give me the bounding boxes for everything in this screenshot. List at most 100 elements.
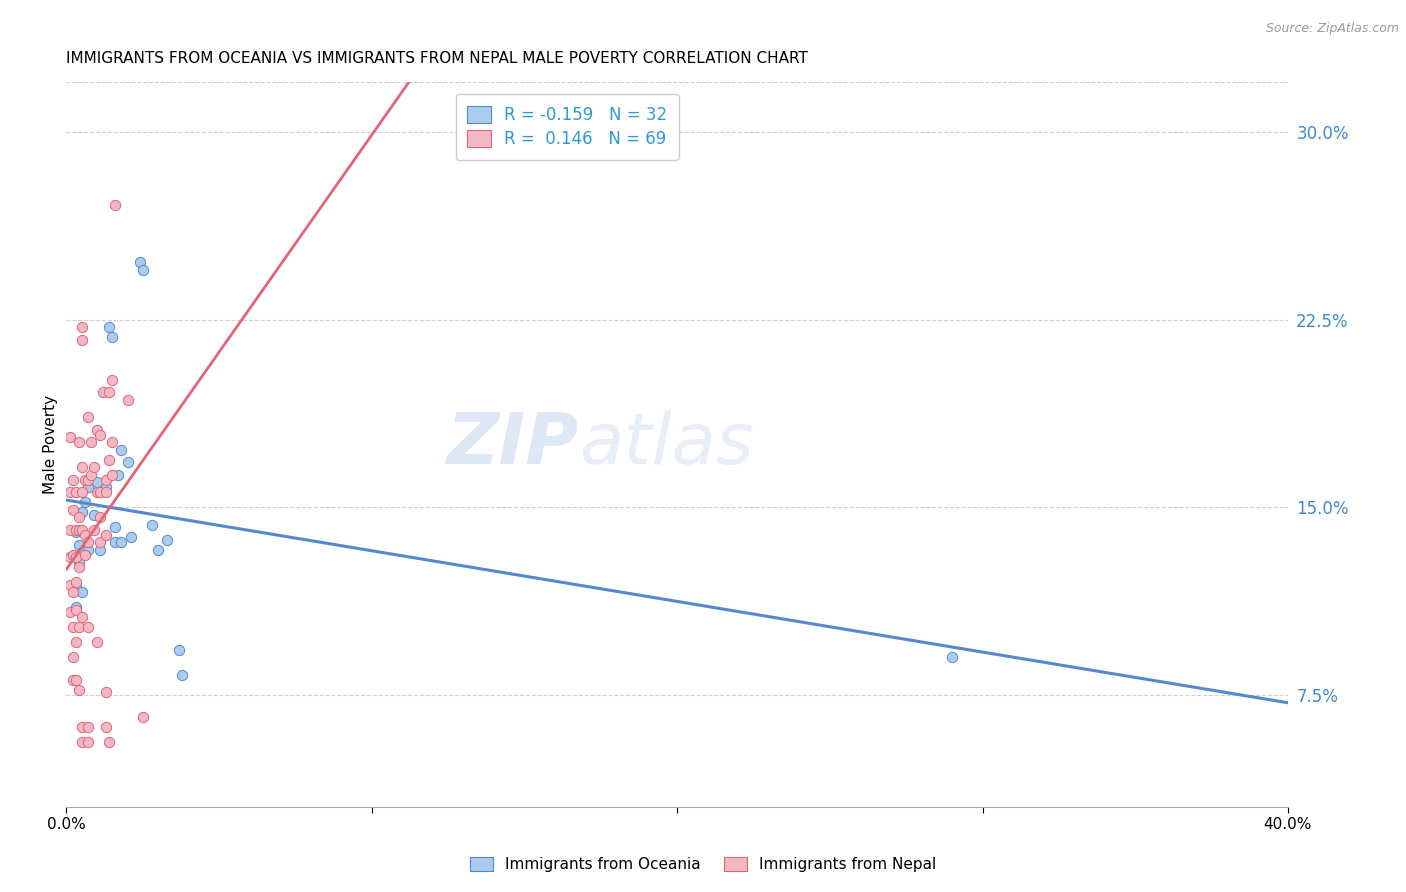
Point <box>58 577 80 591</box>
Point <box>76 410 98 425</box>
Point <box>73 473 96 487</box>
Point <box>83 508 105 522</box>
Point <box>101 467 124 482</box>
Point <box>58 605 80 619</box>
Point <box>67 682 90 697</box>
Point <box>89 535 111 549</box>
Text: atlas: atlas <box>579 410 754 479</box>
Point <box>70 585 93 599</box>
Point <box>70 720 93 734</box>
Point <box>101 330 124 344</box>
Point <box>70 320 93 334</box>
Point <box>65 574 87 589</box>
Point <box>98 385 121 400</box>
Point <box>94 480 117 494</box>
Point <box>89 510 111 524</box>
Point <box>62 650 84 665</box>
Point <box>110 535 132 549</box>
Point <box>73 548 96 562</box>
Point <box>117 455 139 469</box>
Point <box>65 580 87 594</box>
Point <box>58 485 80 500</box>
Point <box>104 197 127 211</box>
Point <box>83 523 105 537</box>
Point <box>86 635 108 649</box>
Legend: Immigrants from Oceania, Immigrants from Nepal: Immigrants from Oceania, Immigrants from… <box>463 849 943 880</box>
Point <box>107 467 129 482</box>
Point <box>62 673 84 687</box>
Point <box>62 502 84 516</box>
Point <box>117 392 139 407</box>
Text: IMMIGRANTS FROM OCEANIA VS IMMIGRANTS FROM NEPAL MALE POVERTY CORRELATION CHART: IMMIGRANTS FROM OCEANIA VS IMMIGRANTS FR… <box>66 51 808 66</box>
Point <box>65 600 87 615</box>
Text: Source: ZipAtlas.com: Source: ZipAtlas.com <box>1265 22 1399 36</box>
Point <box>98 320 121 334</box>
Point <box>98 735 121 749</box>
Point <box>94 685 117 699</box>
Point <box>67 620 90 634</box>
Y-axis label: Male Poverty: Male Poverty <box>44 395 58 494</box>
Point <box>70 735 93 749</box>
Point <box>76 542 98 557</box>
Point <box>70 485 93 500</box>
Point <box>89 485 111 500</box>
Point <box>62 548 84 562</box>
Point <box>86 485 108 500</box>
Point <box>94 485 117 500</box>
Point <box>172 667 194 681</box>
Point <box>67 523 90 537</box>
Point <box>141 517 163 532</box>
Point <box>70 610 93 624</box>
Point <box>128 255 150 269</box>
Point <box>89 427 111 442</box>
Point <box>62 585 84 599</box>
Point <box>94 720 117 734</box>
Point <box>80 467 103 482</box>
Point <box>98 452 121 467</box>
Point <box>58 549 80 564</box>
Legend: R = -0.159   N = 32, R =  0.146   N = 69: R = -0.159 N = 32, R = 0.146 N = 69 <box>456 94 679 160</box>
Point <box>76 720 98 734</box>
Point <box>86 423 108 437</box>
Point <box>65 673 87 687</box>
Point <box>62 473 84 487</box>
Point <box>76 480 98 494</box>
Point <box>76 535 98 549</box>
Point <box>65 602 87 616</box>
Point <box>70 505 93 519</box>
Point <box>70 523 93 537</box>
Point <box>70 460 93 475</box>
Point <box>132 262 155 277</box>
Point <box>67 560 90 574</box>
Point <box>146 542 169 557</box>
Point <box>65 523 87 537</box>
Point <box>169 642 191 657</box>
Point <box>86 475 108 489</box>
Point <box>104 520 127 534</box>
Point <box>67 435 90 450</box>
Point <box>65 485 87 500</box>
Point <box>58 523 80 537</box>
Point <box>73 527 96 541</box>
Point <box>94 473 117 487</box>
Point <box>89 542 111 557</box>
Point <box>65 635 87 649</box>
Point <box>941 650 963 665</box>
Point <box>94 527 117 541</box>
Point <box>120 530 142 544</box>
Point <box>101 373 124 387</box>
Point <box>76 620 98 634</box>
Point <box>83 460 105 475</box>
Point <box>65 524 87 539</box>
Point <box>67 537 90 551</box>
Point <box>76 473 98 487</box>
Point <box>76 735 98 749</box>
Point <box>67 555 90 569</box>
Point <box>73 495 96 509</box>
Point <box>70 545 93 559</box>
Text: ZIP: ZIP <box>447 410 579 479</box>
Point <box>62 620 84 634</box>
Point <box>65 549 87 564</box>
Point <box>101 435 124 450</box>
Point <box>70 333 93 347</box>
